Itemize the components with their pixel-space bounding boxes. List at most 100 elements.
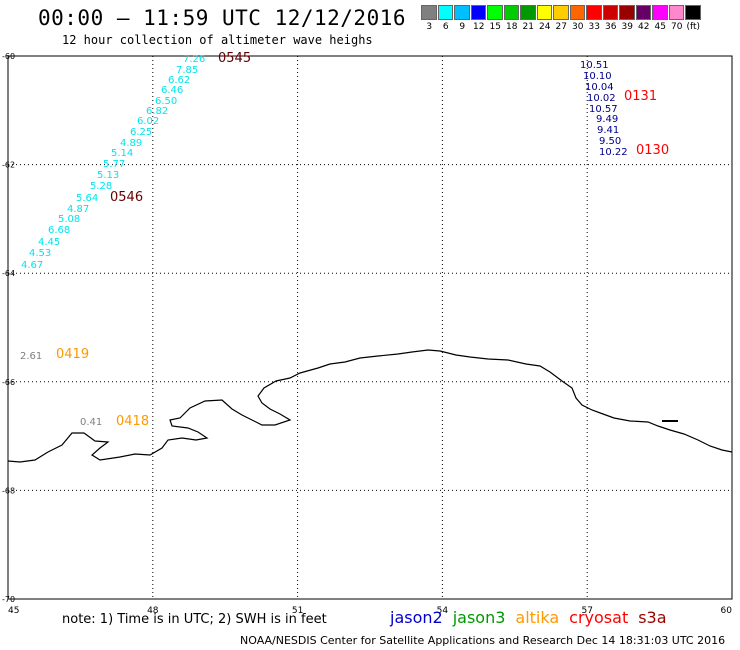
satellite-legend: jason2 jason3 altika cryosat s3a [390, 608, 677, 627]
colorbar-tick-label: 12 [473, 22, 485, 32]
colorbar: 3 6 9 12 15 18 21 24 27 30 33 36 39 42 45 70 (ft) [421, 5, 702, 32]
colorbar-tick-label: 15 [489, 22, 501, 32]
swh-label-s3a: 6.62 [168, 75, 190, 86]
swh-label-s3a: 4.67 [21, 260, 43, 271]
lon-tick-label: 57 [581, 606, 592, 616]
colorbar-swatch [454, 5, 470, 20]
colorbar-tick-label: 3 [426, 22, 433, 32]
colorbar-tick-label: 36 [605, 22, 617, 32]
units-note: note: 1) Time is in UTC; 2) SWH is in fe… [62, 612, 327, 627]
swh-label-s3a: 4.89 [120, 138, 142, 149]
swh-label-s3a: 7.85 [176, 65, 198, 76]
colorbar-swatches [421, 5, 702, 20]
colorbar-swatch [487, 5, 503, 20]
legend-entry-s3a: s3a [638, 608, 667, 627]
colorbar-swatch [569, 5, 585, 20]
legend-entry-cryosat: cryosat [569, 608, 629, 627]
antarctic-coastline [7, 349, 733, 463]
swh-label-jason2: 9.41 [597, 125, 619, 136]
colorbar-swatch [635, 5, 651, 20]
swh-label-jason2: 10.51 [580, 60, 609, 71]
legend-entry-jason2: jason2 [390, 608, 443, 627]
swh-label-s3a: 6.50 [155, 96, 177, 107]
lon-tick-label: 60 [721, 606, 733, 616]
swh-label-s3a: 5.14 [111, 148, 133, 159]
pass-time-label: 0546 [110, 190, 143, 205]
colorbar-tick-label: 39 [621, 22, 633, 32]
colorbar-tick-label: 45 [654, 22, 666, 32]
swh-label-s3a: 6.25 [130, 127, 152, 138]
colorbar-swatch [503, 5, 519, 20]
swh-label-jason2: 10.02 [587, 93, 616, 104]
lat-tick-label: -68 [2, 486, 15, 495]
swh-label-s3a: 6.68 [48, 225, 70, 236]
axis-labels: 45 48 51 54 57 60 -60 -62 -64 -66 -68 -70 [2, 52, 732, 616]
swh-label-s3a: 4.87 [67, 204, 89, 215]
swh-label-s3a: 6.02 [137, 116, 159, 127]
credit-footer: NOAA/NESDIS Center for Satellite Applica… [240, 634, 726, 647]
swh-label-gray: 2.61 [20, 351, 42, 362]
pass-time-label: 0131 [624, 89, 657, 104]
lon-tick-label: 45 [8, 606, 19, 616]
swh-label-jason2: 10.10 [583, 71, 612, 82]
pass-time-label: 0418 [116, 414, 149, 429]
swh-label-s3a: 4.53 [29, 248, 51, 259]
colorbar-swatch [668, 5, 684, 20]
colorbar-tick-label: 42 [638, 22, 650, 32]
map-title: 00:00 – 11:59 UTC 12/12/2016 [38, 6, 407, 30]
colorbar-swatch [586, 5, 602, 20]
lon-tick-label: 48 [147, 606, 159, 616]
colorbar-swatch [602, 5, 618, 20]
swh-label-s3a: 5.08 [58, 214, 80, 225]
pass-time-label: 0419 [56, 347, 89, 362]
colorbar-tick-label: 21 [522, 22, 534, 32]
track-labels: 10.5110.1010.0410.0210.579.499.419.5010.… [20, 51, 669, 429]
lon-tick-label: 54 [437, 606, 449, 616]
plot-frame [7, 55, 733, 600]
swh-label-s3a: 7.26 [183, 54, 205, 65]
lat-tick-label: -70 [2, 595, 15, 604]
lon-tick-label: 51 [292, 606, 303, 616]
swh-label-jason2: 10.22 [599, 147, 628, 158]
colorbar-tick-label: 24 [539, 22, 551, 32]
swh-label-s3a: 4.45 [38, 237, 60, 248]
legend-entry-jason3: jason3 [452, 608, 506, 627]
swh-label-s3a: 5.13 [97, 170, 119, 181]
colorbar-tick-label: 30 [572, 22, 584, 32]
colorbar-swatch [536, 5, 552, 20]
colorbar-tick-label: 18 [506, 22, 518, 32]
colorbar-swatch [421, 5, 437, 20]
legend-entry-altika: altika [515, 608, 560, 627]
swh-label-s3a: 5.64 [76, 193, 98, 204]
colorbar-swatch [520, 5, 536, 20]
colorbar-tick-label: 33 [588, 22, 600, 32]
colorbar-tick-label: (ft) [686, 22, 701, 32]
swh-label-s3a: 6.46 [161, 85, 183, 96]
lat-tick-label: -66 [2, 378, 15, 387]
swh-label-jason2: 9.50 [599, 136, 621, 147]
colorbar-tick-label: 27 [555, 22, 567, 32]
swh-label-jason2: 9.49 [596, 114, 618, 125]
swh-label-s3a: 5.28 [90, 181, 112, 192]
map-subtitle: 12 hour collection of altimeter wave hei… [62, 33, 373, 47]
colorbar-swatch [470, 5, 486, 20]
colorbar-swatch [685, 5, 701, 20]
lat-tick-label: -60 [2, 52, 15, 61]
swh-label-jason2: 10.57 [589, 104, 618, 115]
lat-tick-label: -64 [2, 269, 15, 278]
colorbar-tick-label: 6 [442, 22, 449, 32]
pass-time-label: 0130 [636, 143, 669, 158]
swh-label-jason2: 10.04 [585, 82, 614, 93]
lat-tick-label: -62 [2, 161, 15, 170]
colorbar-labels: 3 6 9 12 15 18 21 24 27 30 33 36 39 42 45 70 (ft) [421, 22, 702, 32]
swh-label-s3a: 6.82 [146, 106, 168, 117]
swh-label-s3a: 5.77 [103, 159, 125, 170]
colorbar-swatch [619, 5, 635, 20]
graticule [8, 56, 732, 599]
pass-time-label: 0545 [218, 51, 251, 66]
colorbar-tick-label: 70 [671, 22, 683, 32]
colorbar-swatch [553, 5, 569, 20]
colorbar-swatch [652, 5, 668, 20]
